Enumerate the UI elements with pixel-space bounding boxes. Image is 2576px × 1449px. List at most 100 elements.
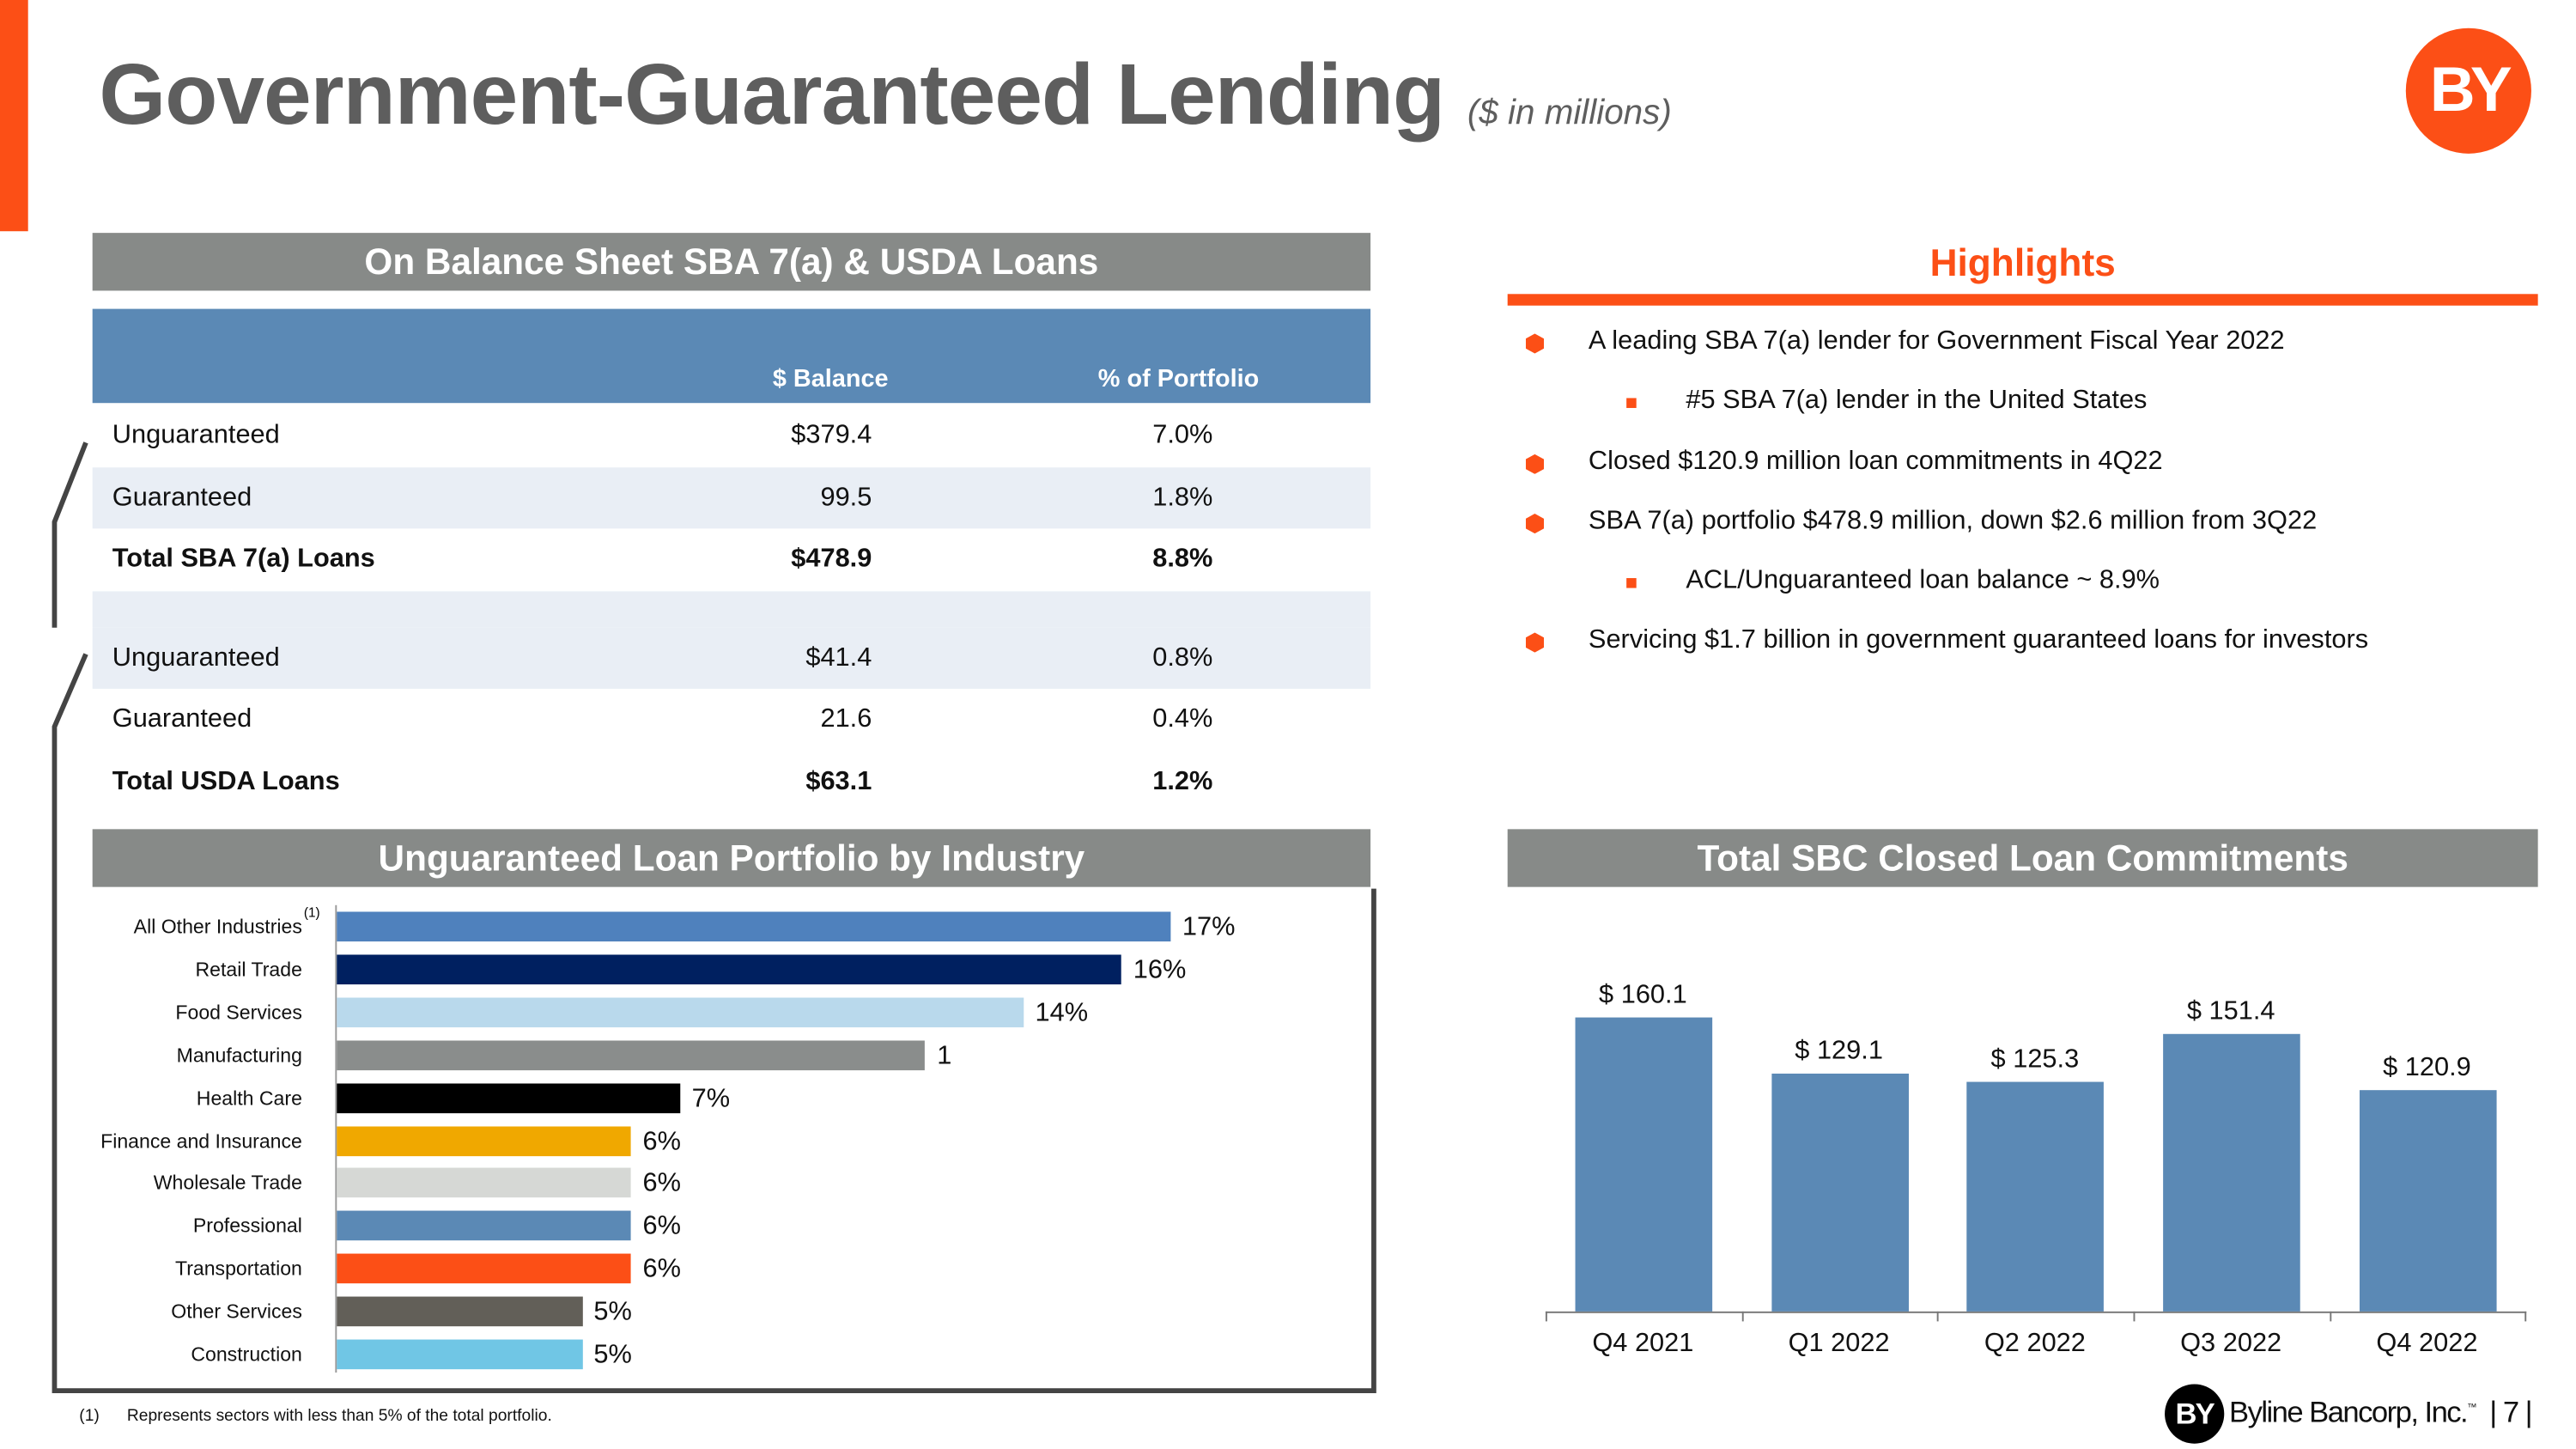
commitment-data-label: $ 120.9 xyxy=(2383,1053,2471,1081)
industry-bar xyxy=(337,1253,632,1284)
page-title: Government-Guaranteed Lending ($ in mill… xyxy=(99,47,1672,144)
cell-label: Guaranteed xyxy=(112,705,252,734)
cell-pct: 1.8% xyxy=(1152,483,1213,512)
industry-bar xyxy=(337,1296,582,1327)
bullet-hexagon-icon xyxy=(1525,632,1545,653)
cell-balance: $478.9 xyxy=(791,545,872,574)
commitments-chart-title: Total SBC Closed Loan Commitments xyxy=(1507,829,2538,887)
industry-data-label: 5% xyxy=(593,1298,632,1327)
bullet-hexagon-icon xyxy=(1525,333,1545,354)
industry-bar xyxy=(337,997,1024,1027)
accent-stripe xyxy=(0,0,28,232)
commitment-data-label: $ 125.3 xyxy=(1990,1044,2080,1074)
cell-pct: 0.8% xyxy=(1152,643,1213,672)
cell-label: Unguaranteed xyxy=(112,643,280,672)
industry-data-label: 17% xyxy=(1182,913,1236,942)
highlight-item: SBA 7(a) portfolio $478.9 million, down … xyxy=(1588,507,2318,536)
cell-label: Total SBA 7(a) Loans xyxy=(112,545,375,574)
col-pct: % of Portfolio xyxy=(1097,364,1260,393)
cell-pct: 1.2% xyxy=(1152,767,1213,795)
bullet-hexagon-icon xyxy=(1525,454,1545,474)
industry-bar xyxy=(337,1082,681,1113)
industry-data-label: 16% xyxy=(1133,956,1187,984)
industry-data-label: 6% xyxy=(642,1255,681,1284)
axis-tick xyxy=(1741,1311,1744,1322)
page-number: 7 xyxy=(2502,1395,2519,1429)
industry-data-label: 6% xyxy=(642,1127,681,1156)
table-row: Total SBA 7(a) Loans $478.9 8.8% xyxy=(93,528,1370,591)
axis-tick xyxy=(2524,1311,2527,1322)
industry-data-label: 14% xyxy=(1035,999,1089,1027)
commitment-bar xyxy=(2163,1033,2300,1312)
industry-bar xyxy=(337,911,1171,942)
bullet-square-icon xyxy=(1626,578,1637,588)
bullet-hexagon-icon xyxy=(1525,514,1545,534)
footer-logo: BY xyxy=(2165,1384,2225,1444)
industry-data-label: 6% xyxy=(642,1213,681,1241)
industry-axis xyxy=(335,904,337,1373)
commitment-bar xyxy=(1771,1074,1909,1312)
table-header: $ Balance % of Portfolio xyxy=(92,308,1371,404)
quarter-label: Q4 2022 xyxy=(2376,1330,2478,1358)
highlight-item: A leading SBA 7(a) lender for Government… xyxy=(1588,326,2285,356)
industry-data-label: 1 xyxy=(937,1041,952,1070)
cell-pct: 8.8% xyxy=(1152,545,1213,574)
cell-pct: 0.4% xyxy=(1152,705,1213,734)
axis-tick xyxy=(1545,1311,1547,1322)
footnote: (1) Represents sectors with less than 5%… xyxy=(79,1407,552,1426)
industry-label: Wholesale Trade xyxy=(153,1172,302,1196)
industry-bar xyxy=(337,954,1122,984)
cell-balance: 21.6 xyxy=(820,705,872,734)
footer-brand: Byline Bancorp, Inc.™ | 7 | xyxy=(2229,1395,2533,1429)
footnote-marker: (1) xyxy=(303,904,320,921)
highlight-item: Closed $120.9 million loan commitments i… xyxy=(1588,447,2163,476)
commitments-axis xyxy=(1545,1311,2527,1313)
commitment-data-label: $ 129.1 xyxy=(1795,1038,1883,1067)
table-row xyxy=(92,591,1371,628)
industry-label: Other Services xyxy=(171,1300,302,1324)
industry-bar xyxy=(337,1339,582,1370)
highlights-title: Highlights xyxy=(1929,240,2116,284)
quarter-label: Q4 2021 xyxy=(1592,1330,1694,1358)
industry-data-label: 5% xyxy=(593,1341,632,1370)
table-row: Guaranteed 99.5 1.8% xyxy=(92,467,1371,529)
highlights-divider xyxy=(1507,294,2538,306)
industry-chart-title: Unguaranteed Loan Portfolio by Industry xyxy=(92,829,1371,887)
highlight-item: Servicing $1.7 billion in government gua… xyxy=(1588,625,2369,654)
industry-label: Food Services xyxy=(175,1000,302,1024)
commitment-data-label: $ 160.1 xyxy=(1599,981,1687,1009)
industry-label: Health Care xyxy=(196,1086,302,1110)
balance-section-title: On Balance Sheet SBA 7(a) & USDA Loans xyxy=(92,233,1371,291)
cell-balance: 99.5 xyxy=(820,483,872,512)
industry-data-label: 6% xyxy=(642,1170,681,1198)
col-balance: $ Balance xyxy=(772,364,889,393)
industry-label: Retail Trade xyxy=(195,958,302,982)
cell-label: Guaranteed xyxy=(112,483,252,512)
quarter-label: Q2 2022 xyxy=(1984,1330,2086,1358)
commitment-bar xyxy=(1967,1081,2105,1312)
industry-bar xyxy=(337,1125,632,1156)
cell-label: Unguaranteed xyxy=(112,421,280,450)
cell-label: Total USDA Loans xyxy=(112,767,340,795)
commitment-bar xyxy=(1575,1017,1713,1312)
industry-label: Transportation xyxy=(174,1257,302,1281)
industry-bar xyxy=(337,1168,632,1198)
cell-pct: 7.0% xyxy=(1152,421,1213,450)
cell-balance: $379.4 xyxy=(791,421,872,450)
axis-tick xyxy=(2133,1311,2136,1322)
table-row: Unguaranteed $379.4 7.0% xyxy=(93,405,1370,467)
industry-label: Construction xyxy=(191,1342,302,1367)
quarter-label: Q1 2022 xyxy=(1788,1330,1890,1358)
highlight-item: ACL/Unguaranteed loan balance ~ 8.9% xyxy=(1686,566,2160,595)
industry-label: Manufacturing xyxy=(176,1043,302,1067)
table-row: Unguaranteed $41.4 0.8% xyxy=(92,627,1371,689)
commitment-bar xyxy=(2359,1089,2497,1312)
axis-tick xyxy=(1937,1311,1940,1322)
table-row: Total USDA Loans $63.1 1.2% xyxy=(93,752,1370,813)
industry-bar xyxy=(337,1211,632,1241)
industry-bar xyxy=(337,1039,926,1070)
table-row: Guaranteed 21.6 0.4% xyxy=(93,689,1370,752)
cell-balance: $63.1 xyxy=(805,767,872,795)
page-subtitle: ($ in millions) xyxy=(1467,94,1672,132)
